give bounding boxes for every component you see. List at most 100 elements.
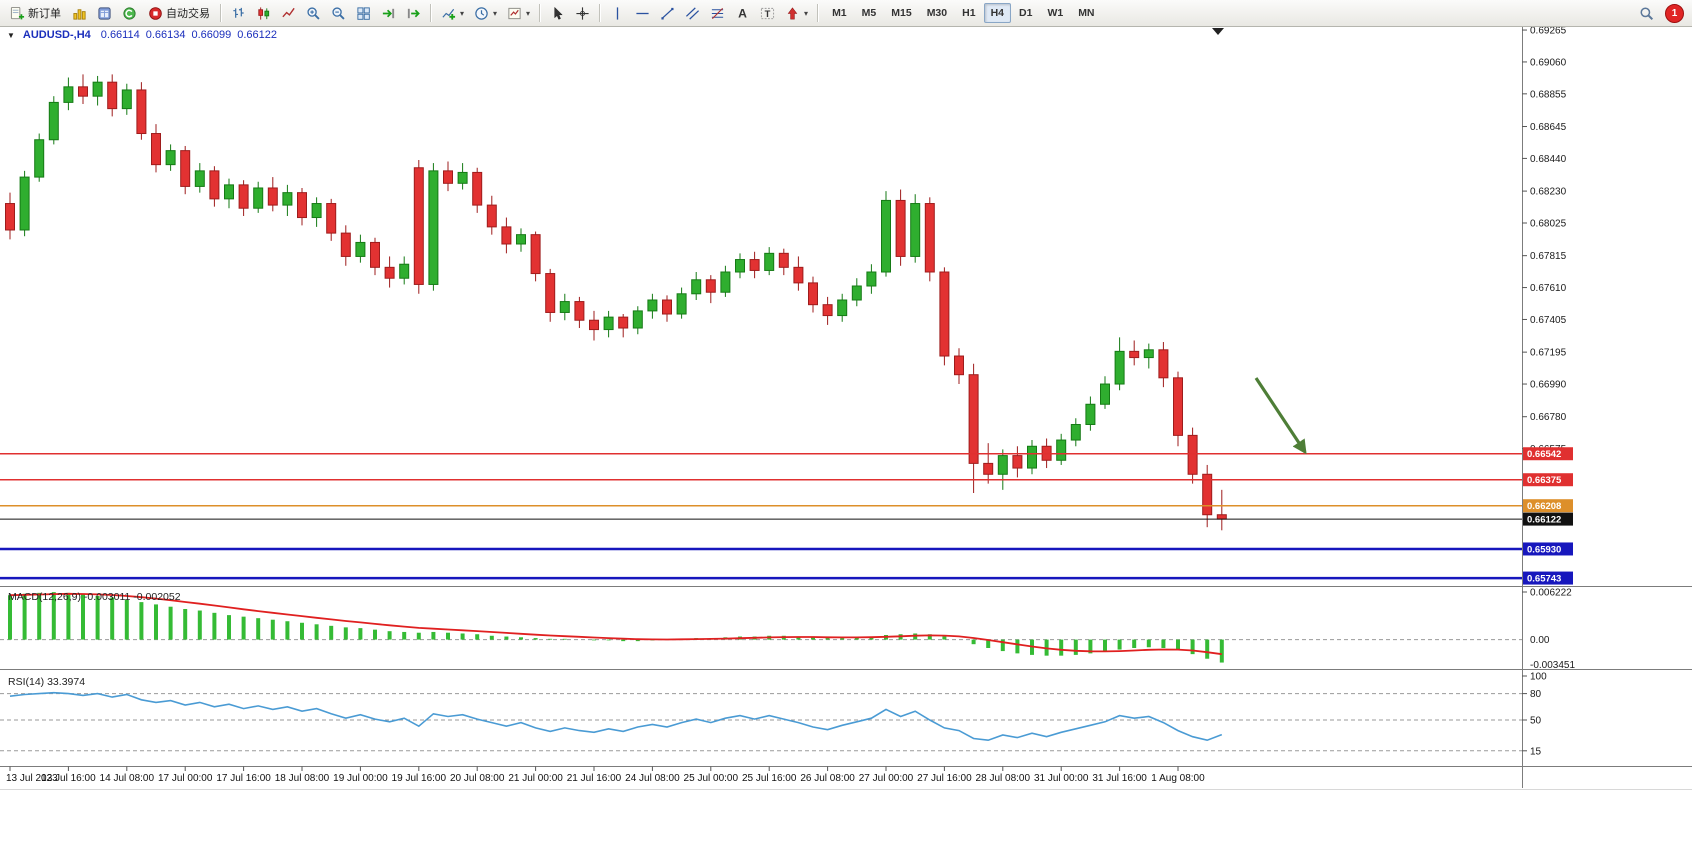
price-tag-0.65930 <box>1523 542 1573 556</box>
bar-chart-mode-button[interactable] <box>227 2 250 24</box>
svg-text:0.00: 0.00 <box>1530 635 1550 646</box>
svg-text:80: 80 <box>1530 689 1542 700</box>
svg-text:0.67195: 0.67195 <box>1530 348 1567 359</box>
auto-trading-button[interactable]: 自动交易 <box>143 2 215 24</box>
svg-text:0.69060: 0.69060 <box>1530 57 1567 68</box>
cursor-button[interactable] <box>546 2 569 24</box>
community-button[interactable] <box>118 2 141 24</box>
svg-text:0.66575: 0.66575 <box>1530 444 1567 455</box>
timeframe-button-D1[interactable]: D1 <box>1012 3 1039 23</box>
notification-badge[interactable]: 1 <box>1665 3 1684 23</box>
dropdown-caret-icon: ▾ <box>460 8 465 18</box>
svg-text:0.69265: 0.69265 <box>1530 26 1567 37</box>
toolbar-separator <box>817 4 820 22</box>
line-chart-icon <box>282 7 295 17</box>
svg-text:20 Jul 08:00: 20 Jul 08:00 <box>450 773 505 784</box>
timeframe-button-M15[interactable]: M15 <box>884 3 918 23</box>
new-order-button[interactable]: 新订单 <box>5 2 66 24</box>
chart-shift-icon <box>407 8 420 18</box>
templates-icon <box>508 7 521 19</box>
templates-button[interactable]: ▾ <box>503 2 534 24</box>
timeframe-button-M5[interactable]: M5 <box>855 3 884 23</box>
data-window-button[interactable] <box>93 2 116 24</box>
svg-text:0.68230: 0.68230 <box>1530 187 1567 198</box>
chart-quote-line: ▼ AUDUSD-,H4 0.66114 0.66134 0.66099 0.6… <box>7 29 277 41</box>
svg-text:100: 100 <box>1530 672 1547 683</box>
search-icon <box>1640 7 1654 20</box>
candlestick-mode-button[interactable] <box>252 2 275 24</box>
text-icon: A <box>738 6 747 20</box>
fibonacci-icon <box>711 7 724 19</box>
toolbar-right-group: 1 <box>1634 2 1688 24</box>
trendline-tool-button[interactable] <box>656 2 679 24</box>
svg-text:27 Jul 00:00: 27 Jul 00:00 <box>859 773 914 784</box>
timeframe-button-M30[interactable]: M30 <box>920 3 954 23</box>
toolbar-separator <box>220 4 222 22</box>
svg-text:0.66208: 0.66208 <box>1527 501 1561 512</box>
svg-text:0.68440: 0.68440 <box>1530 154 1567 165</box>
svg-text:0.66780: 0.66780 <box>1530 412 1567 423</box>
quote-high: 0.66134 <box>145 29 186 41</box>
rsi-label: RSI(14) 33.3974 <box>8 676 85 688</box>
arrows-tool-button[interactable]: ▾ <box>781 2 812 24</box>
toolbar-separator <box>539 4 542 22</box>
quote-low: 0.66099 <box>191 29 232 41</box>
svg-text:1 Aug 08:00: 1 Aug 08:00 <box>1151 773 1205 784</box>
svg-text:0.67815: 0.67815 <box>1530 251 1567 262</box>
auto-scroll-button[interactable] <box>377 2 400 24</box>
auto-scroll-icon <box>382 8 395 18</box>
cursor-icon <box>554 6 563 20</box>
vertical-line-tool-button[interactable] <box>606 2 629 24</box>
price-tag-0.66542 <box>1523 447 1573 461</box>
text-tool-button[interactable]: A <box>731 2 754 24</box>
search-button[interactable] <box>1635 2 1658 24</box>
zoom-out-button[interactable] <box>327 2 350 24</box>
price-tag-0.66122 <box>1523 512 1573 526</box>
zoom-in-icon <box>307 6 320 20</box>
indicators-button[interactable]: ▾ <box>437 2 468 24</box>
periods-button[interactable]: ▾ <box>470 2 501 24</box>
toolbar-separator <box>430 4 432 22</box>
timeframe-button-H4[interactable]: H4 <box>983 3 1011 23</box>
rsi-panel: RSI(14) 33.3974 100 80 50 15 <box>0 672 1547 757</box>
auto-trading-label: 自动交易 <box>166 8 210 20</box>
horizontal-line-tool-button[interactable] <box>631 2 654 24</box>
collapse-triangle-icon[interactable]: ▼ <box>7 30 15 40</box>
quote-close: 0.66122 <box>237 29 278 41</box>
tile-windows-button[interactable] <box>352 2 375 24</box>
svg-text:21 Jul 00:00: 21 Jul 00:00 <box>508 773 563 784</box>
price-tag-0.65743 <box>1523 571 1573 585</box>
svg-text:19 Jul 00:00: 19 Jul 00:00 <box>333 773 388 784</box>
candlestick-icon <box>258 6 270 20</box>
annotation-arrow[interactable] <box>1254 377 1307 455</box>
chart-shift-button[interactable] <box>402 2 425 24</box>
timeframe-button-MN[interactable]: MN <box>1071 3 1101 23</box>
svg-text:T: T <box>765 8 771 18</box>
price-tag-0.66208 <box>1523 499 1573 513</box>
zoom-in-button[interactable] <box>302 2 325 24</box>
svg-text:31 Jul 00:00: 31 Jul 00:00 <box>1034 773 1089 784</box>
market-watch-button[interactable] <box>68 2 91 24</box>
bar-chart-icon <box>233 7 244 18</box>
timeframe-button-M1[interactable]: M1 <box>825 3 854 23</box>
channel-tool-button[interactable] <box>681 2 704 24</box>
svg-text:13 Jul 16:00: 13 Jul 16:00 <box>41 773 96 784</box>
line-chart-mode-button[interactable] <box>277 2 300 24</box>
svg-text:28 Jul 08:00: 28 Jul 08:00 <box>976 773 1031 784</box>
label-tool-button[interactable]: T <box>756 2 779 24</box>
data-window-icon <box>98 6 111 20</box>
main-toolbar: 新订单 <box>0 0 1692 27</box>
quote-symbol: AUDUSD-,H4 <box>22 29 91 41</box>
svg-text:0.66990: 0.66990 <box>1530 380 1567 391</box>
timeframe-button-H1[interactable]: H1 <box>955 3 982 23</box>
chart-shift-marker-icon[interactable] <box>1212 28 1224 35</box>
svg-text:0.68645: 0.68645 <box>1530 122 1567 133</box>
fibonacci-tool-button[interactable] <box>706 2 729 24</box>
timeframe-button-W1[interactable]: W1 <box>1040 3 1070 23</box>
crosshair-button[interactable] <box>571 2 594 24</box>
trendline-icon <box>661 7 674 19</box>
arrow-shape-icon <box>787 6 798 19</box>
svg-text:0.66542: 0.66542 <box>1527 449 1561 460</box>
